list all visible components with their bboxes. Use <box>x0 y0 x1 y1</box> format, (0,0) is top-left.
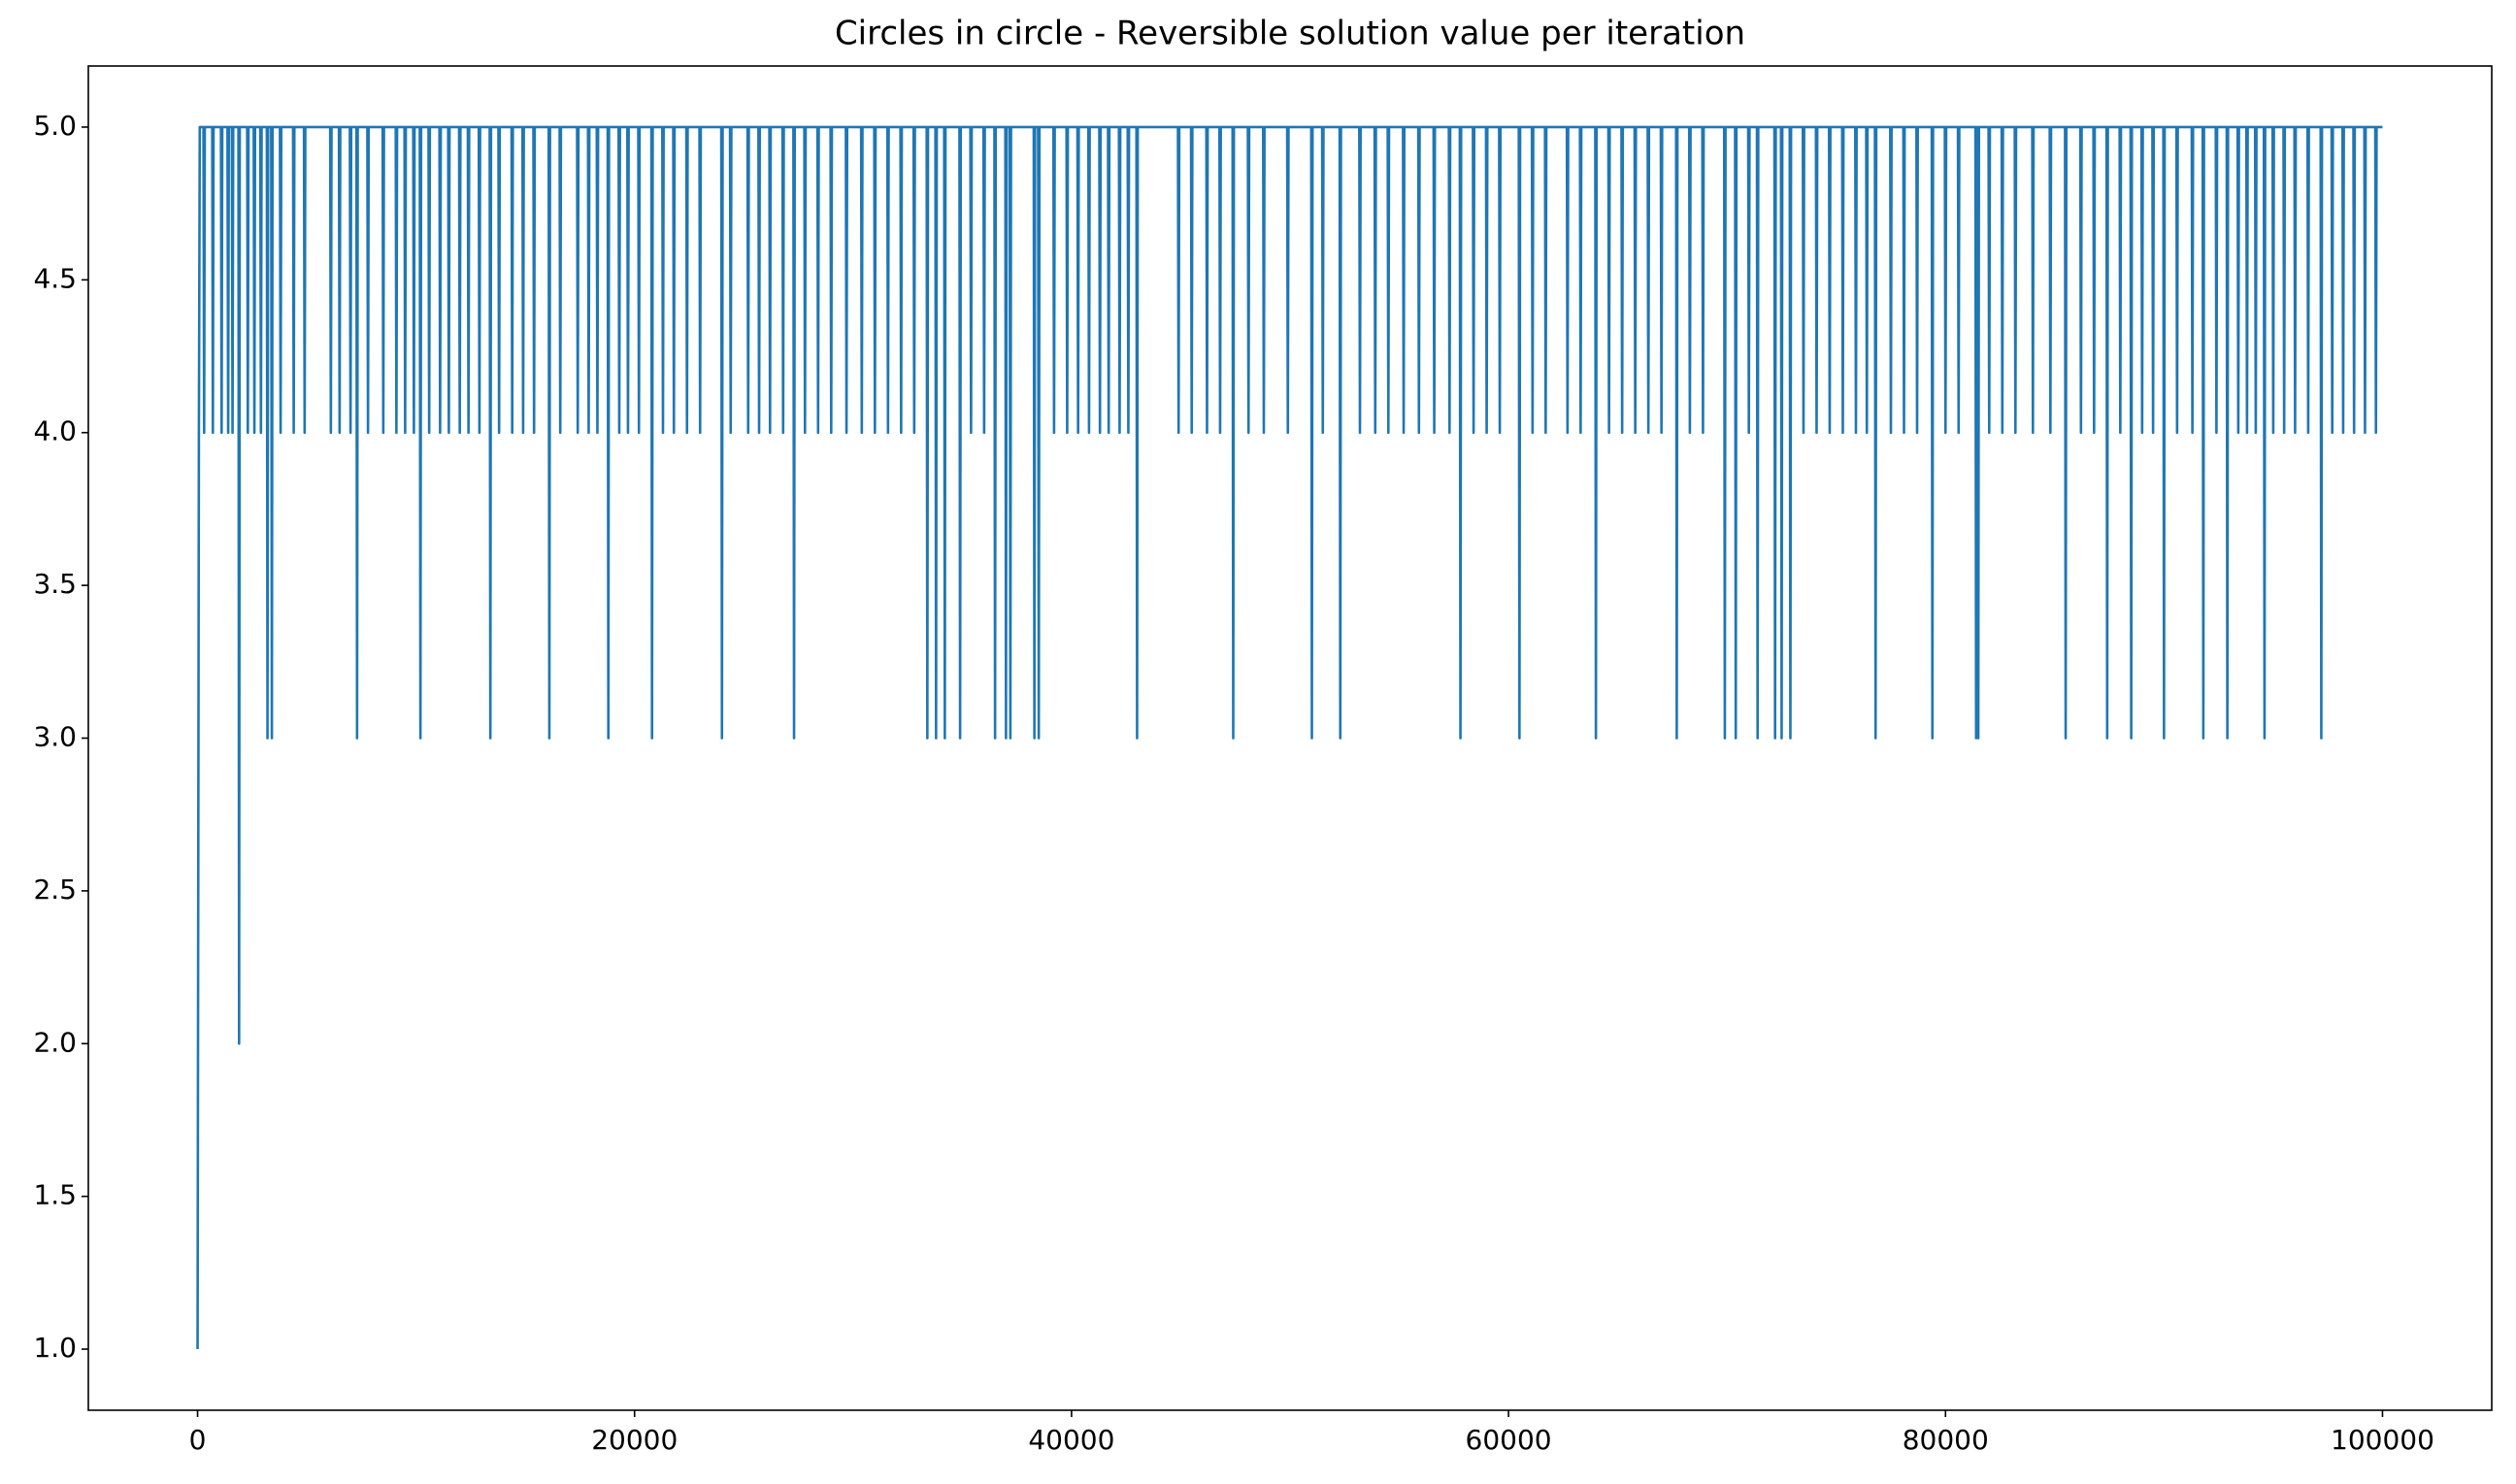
y-tick-label: 1.0 <box>33 1332 77 1364</box>
x-tick-label: 0 <box>189 1424 207 1456</box>
y-tick-label: 5.0 <box>33 110 77 142</box>
x-tick-label: 100000 <box>2331 1424 2434 1456</box>
y-tick-label: 2.0 <box>33 1026 77 1058</box>
x-tick-label: 40000 <box>1028 1424 1114 1456</box>
y-tick-label: 3.5 <box>33 568 77 600</box>
x-tick-label: 20000 <box>591 1424 678 1456</box>
y-tick-label: 2.5 <box>33 874 77 906</box>
y-tick-label: 4.0 <box>33 415 77 447</box>
x-tick-label: 80000 <box>1903 1424 1989 1456</box>
y-tick-label: 3.0 <box>33 721 77 753</box>
y-tick-label: 1.5 <box>33 1179 77 1211</box>
plot-frame <box>87 65 2493 1411</box>
chart-title: Circles in circle - Reversible solution … <box>835 15 1745 53</box>
y-tick-label: 4.5 <box>33 262 77 294</box>
x-tick-label: 60000 <box>1466 1424 1552 1456</box>
line-series <box>196 125 2383 1350</box>
